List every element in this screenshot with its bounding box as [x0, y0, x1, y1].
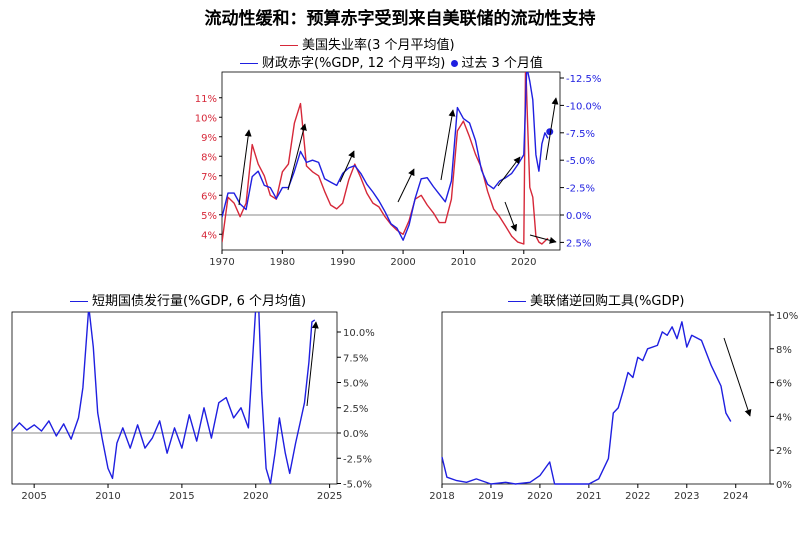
x-tick-label: 2020	[511, 257, 536, 268]
legend-unemployment: 美国失业率(3 个月平均值)	[280, 34, 455, 53]
y-right-tick-label: 0%	[776, 480, 792, 491]
blue-line-swatch-icon	[70, 301, 88, 302]
x-tick-label: 2010	[95, 491, 120, 502]
y-left-tick-label: 10%	[195, 113, 217, 124]
reverse-repo-line	[441, 321, 732, 485]
legend-rrp-label: 美联储逆回购工具(%GDP)	[530, 294, 685, 309]
y-right-tick-label: -7.5%	[566, 129, 595, 140]
x-tick-label: 2023	[674, 491, 699, 502]
annotation-arrow	[238, 129, 252, 206]
annotation-arrow	[497, 156, 521, 187]
x-tick-label: 2024	[723, 491, 748, 502]
y-right-tick-label: 0.0%	[343, 429, 368, 440]
legend-deficit: 财政赤字(%GDP, 12 个月平均) 过去 3 个月值	[240, 52, 543, 71]
legend-deficit-label: 财政赤字(%GDP, 12 个月平均)	[262, 56, 446, 71]
y-left-tick-label: 9%	[201, 133, 217, 144]
last-3-month-dot	[546, 128, 554, 136]
y-right-tick-label: -10.0%	[566, 101, 601, 112]
plot-frame	[441, 311, 771, 485]
annotation-arrow	[440, 109, 456, 181]
y-left-tick-label: 7%	[201, 172, 217, 183]
x-tick-label: 2005	[21, 491, 46, 502]
page-title: 流动性缓和：预算赤字受到来自美联储的流动性支持	[204, 9, 596, 29]
dot-marker-icon	[451, 60, 459, 67]
x-tick-label: 2010	[451, 257, 476, 268]
y-right-tick-label: 2.5%	[343, 404, 368, 415]
x-tick-label: 2019	[478, 491, 503, 502]
x-tick-label: 1980	[270, 257, 295, 268]
y-right-tick-label: 4%	[776, 412, 792, 423]
y-left-tick-label: 8%	[201, 152, 217, 163]
annotation-arrow	[397, 168, 415, 203]
y-right-tick-label: 0.0%	[566, 211, 591, 222]
y-right-tick-label: 8%	[776, 345, 792, 356]
annotation-arrow	[723, 337, 752, 417]
annotation-arrow	[504, 201, 518, 232]
y-right-tick-label: 5.0%	[343, 379, 368, 390]
y-right-tick-label: -12.5%	[566, 74, 601, 85]
x-tick-label: 2020	[243, 491, 268, 502]
y-left-tick-label: 4%	[201, 230, 217, 241]
plot-frame	[221, 71, 561, 251]
x-tick-label: 2020	[527, 491, 552, 502]
chart-reverse-repo: 2018 2019 2020 2021 2022 2023 2024 10% 8% 6% 4% 2% 0…	[429, 311, 798, 502]
y-right-tick-label: 2.5%	[566, 238, 591, 249]
unemployment-line	[222, 72, 549, 245]
annotation-arrows	[238, 97, 752, 417]
deficit-line	[222, 72, 549, 241]
y-right-tick-label: 2%	[776, 446, 792, 457]
y-right-tick-label: -5.0%	[343, 480, 372, 491]
annotation-arrow	[306, 321, 319, 407]
x-tick-label: 2021	[576, 491, 601, 502]
annotation-arrow	[287, 123, 307, 191]
legend-dot-label: 过去 3 个月值	[461, 56, 543, 71]
legend-rrp: 美联储逆回购工具(%GDP)	[508, 290, 684, 309]
y-left-tick-label: 11%	[195, 94, 217, 105]
blue-line-swatch-icon	[508, 301, 526, 302]
x-tick-label: 1990	[330, 257, 355, 268]
y-left-tick-label: 5%	[201, 211, 217, 222]
chart-tbill-issuance: 2005 2010 2015 2020 2025 10.0% 7.5% 5.0% 2.5% 0.0…	[11, 311, 375, 502]
tbill-issuance-line	[12, 312, 316, 484]
x-tick-label: 2018	[429, 491, 454, 502]
chart-unemployment-deficit: 1970 1980 1990 2000 2010 2020 4% 5% 6% 7% 8% 9% 10% 1…	[195, 71, 601, 268]
annotation-arrow	[529, 234, 557, 244]
y-right-tick-label: 10.0%	[343, 328, 375, 339]
red-line-swatch-icon	[280, 45, 298, 46]
annotation-arrow	[339, 150, 355, 183]
y-left-tick-label: 6%	[201, 191, 217, 202]
legend-tbill-label: 短期国债发行量(%GDP, 6 个月均值)	[92, 294, 307, 309]
annotation-arrow	[545, 97, 559, 161]
blue-line-swatch-icon	[240, 63, 258, 64]
y-right-tick-label: 6%	[776, 379, 792, 390]
y-right-tick-label: -2.5%	[343, 454, 372, 465]
plot-frame	[11, 311, 338, 485]
x-tick-label: 2015	[169, 491, 194, 502]
y-right-tick-label: -2.5%	[566, 184, 595, 195]
y-right-tick-label: 7.5%	[343, 353, 368, 364]
legend-unemployment-label: 美国失业率(3 个月平均值)	[302, 38, 455, 53]
legend-tbill: 短期国债发行量(%GDP, 6 个月均值)	[70, 290, 306, 309]
x-tick-label: 2000	[390, 257, 415, 268]
y-right-tick-label: -5.0%	[566, 156, 595, 167]
x-tick-label: 2025	[317, 491, 342, 502]
x-tick-label: 2022	[625, 491, 650, 502]
y-right-tick-label: 10%	[776, 311, 798, 322]
x-tick-label: 1970	[209, 257, 234, 268]
